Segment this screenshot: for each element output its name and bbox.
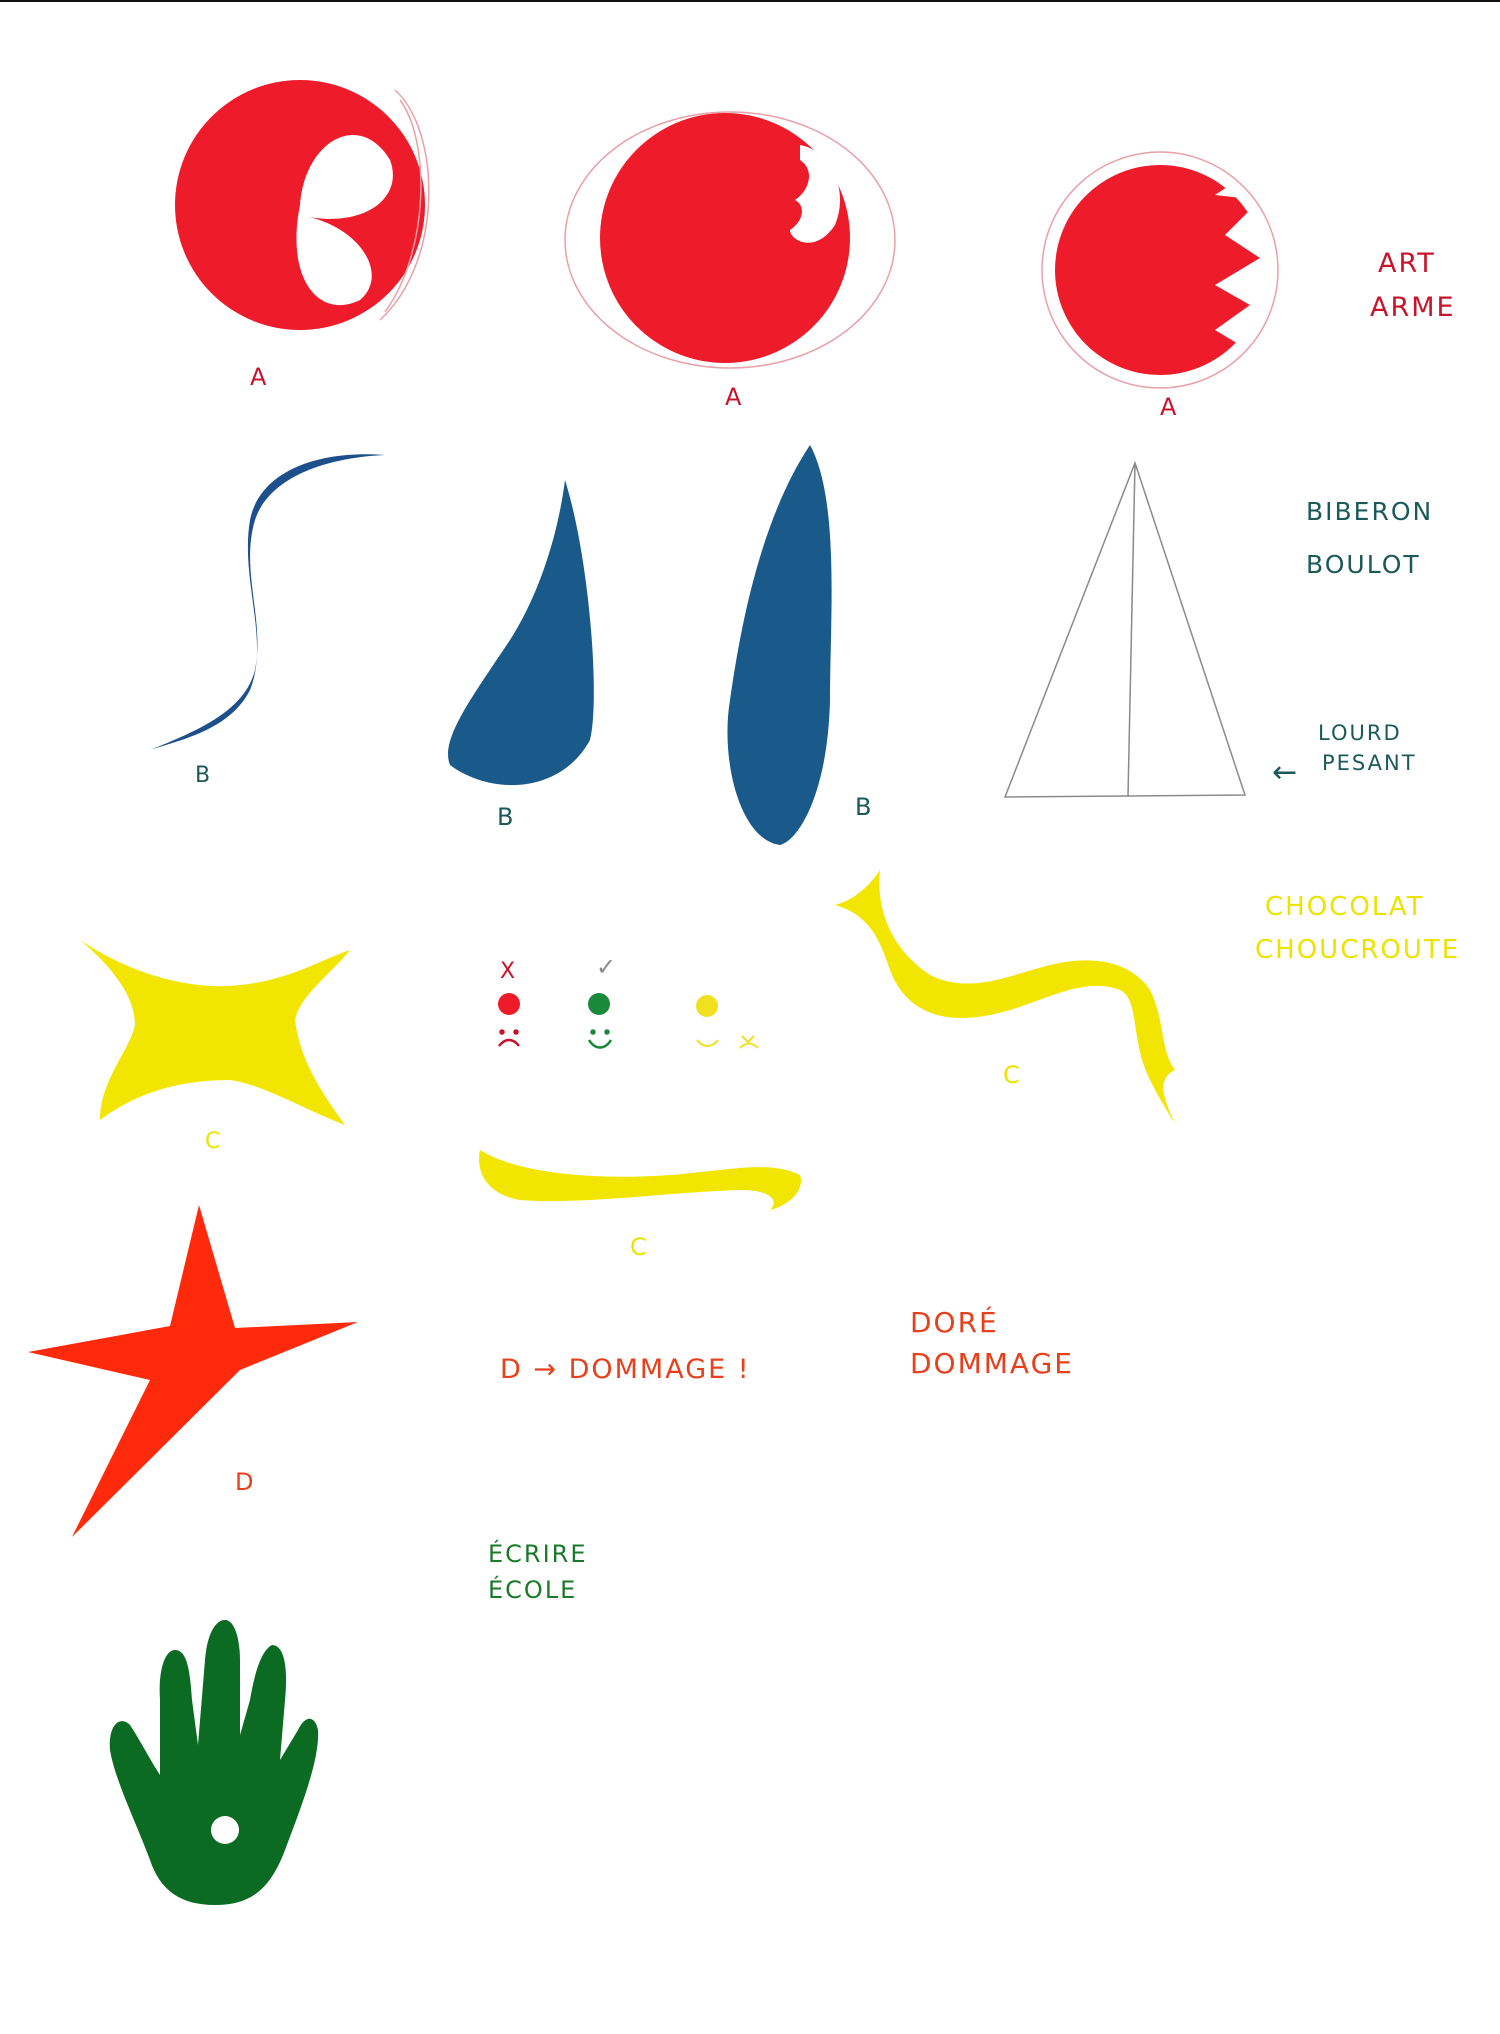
blue-cone	[448, 480, 594, 786]
red-circle-zigzag-cutout	[1041, 151, 1290, 389]
shell-cutout	[790, 145, 841, 243]
annotation-lourd: LOURD	[1318, 721, 1402, 745]
happy-face-icon	[587, 1029, 613, 1049]
page-top-edge	[0, 0, 1500, 2]
annotation-pesant: PESANT	[1322, 751, 1417, 775]
smiley-legend	[498, 993, 759, 1049]
check-mark-icon: ✓	[596, 953, 616, 981]
label-c-1: C	[205, 1129, 222, 1154]
red-star	[28, 1205, 358, 1537]
yellow-brush-stroke	[479, 1150, 801, 1210]
label-a-1: A	[250, 363, 268, 391]
word-boulot: BOULOT	[1306, 550, 1421, 579]
label-a-3: A	[1160, 393, 1178, 421]
blue-s-stroke	[150, 454, 385, 750]
label-a-2: A	[725, 383, 743, 411]
worried-face-icon	[739, 1035, 759, 1049]
neutral-face-icon	[696, 1039, 719, 1047]
label-c-3: C	[630, 1233, 649, 1261]
label-b-2: B	[497, 803, 515, 831]
red-circle-2-fill	[600, 113, 850, 363]
sentence-d-dommage: D → DOMMAGE !	[500, 1354, 751, 1385]
yellow-crescent-x	[80, 940, 350, 1125]
word-ecrire: ÉCRIRE	[488, 1539, 588, 1568]
blue-droplet	[727, 445, 832, 845]
green-hand-icon	[109, 1620, 319, 1905]
cross-mark-icon: X	[500, 959, 515, 984]
sketch-stroke	[564, 111, 896, 369]
red-circle-3-fill	[1055, 165, 1265, 375]
word-dommage: DOMMAGE	[910, 1347, 1074, 1380]
sad-face-icon	[498, 1029, 520, 1047]
word-art: ART	[1378, 248, 1436, 279]
red-circle-heart-cutout	[175, 80, 430, 330]
label-c-2: C	[1003, 1061, 1022, 1089]
red-circle-shell-cutout	[564, 111, 896, 369]
word-arme: ARME	[1370, 292, 1456, 323]
sketch-stroke	[379, 89, 430, 321]
yellow-dot	[696, 995, 718, 1017]
word-chocolat: CHOCOLAT	[1265, 892, 1425, 922]
word-dore: DORÉ	[910, 1305, 999, 1339]
label-b-3: B	[855, 793, 873, 821]
arrow-left-icon: ←	[1272, 755, 1297, 790]
heart-cutout	[296, 134, 393, 306]
word-choucroute: CHOUCROUTE	[1255, 935, 1460, 965]
yellow-wave	[835, 870, 1175, 1125]
sketch-stroke	[384, 99, 422, 313]
word-ecole: ÉCOLE	[488, 1575, 577, 1604]
palm-eye	[211, 1816, 239, 1844]
red-dot	[498, 993, 520, 1015]
pencil-pyramid	[1003, 460, 1247, 798]
sketch-stroke	[1041, 151, 1279, 389]
word-biberon: BIBERON	[1306, 497, 1433, 526]
zigzag-cutout	[1215, 155, 1290, 345]
green-dot	[588, 993, 610, 1015]
label-d: D	[235, 1468, 255, 1496]
label-b-1: B	[195, 763, 212, 788]
